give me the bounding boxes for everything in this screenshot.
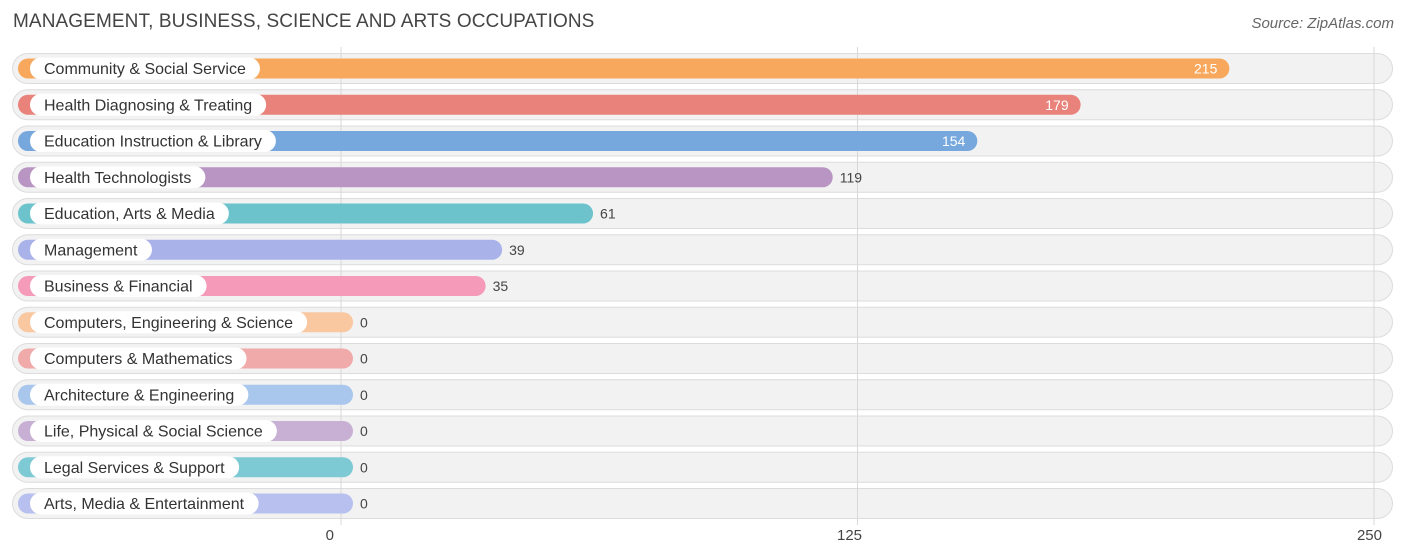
- category-label-pill: [30, 420, 277, 442]
- row-background: [12, 306, 1393, 338]
- value-label: 0: [360, 314, 368, 330]
- x-axis-ticks: 0 125 250: [326, 527, 1382, 544]
- category-label: Education Instruction & Library: [44, 134, 262, 151]
- value-label: 154: [942, 133, 966, 149]
- bars: Community & Social Service 215 Health Diag…: [18, 57, 1230, 515]
- category-label-pill: [30, 347, 247, 370]
- category-label-pill: [30, 456, 240, 479]
- value-label: 0: [360, 351, 368, 367]
- value-label: 39: [509, 242, 525, 258]
- category-label-pill: [30, 383, 249, 406]
- category-label: Health Diagnosing & Treating: [44, 97, 252, 114]
- x-tick-label: 250: [1357, 527, 1382, 544]
- row-background: [12, 379, 1393, 411]
- bar: [18, 94, 1081, 115]
- category-label-pill: [30, 202, 229, 225]
- value-label: 0: [360, 423, 368, 439]
- chart-title: MANAGEMENT, BUSINESS, SCIENCE AND ARTS O…: [13, 11, 595, 32]
- category-label-pill: [30, 275, 207, 297]
- category-label: Health Technologists: [44, 170, 191, 187]
- row-background: [12, 343, 1393, 374]
- category-label: Computers, Engineering & Science: [44, 315, 293, 332]
- category-label: Legal Services & Support: [44, 460, 225, 477]
- category-label-pill: [30, 130, 276, 152]
- category-label-pill: [30, 238, 152, 261]
- category-label: Architecture & Engineering: [44, 387, 234, 404]
- bar: [18, 167, 833, 188]
- source-credit: Source: ZipAtlas.com: [1251, 15, 1394, 32]
- value-label: 61: [600, 206, 616, 222]
- category-label: Education, Arts & Media: [44, 206, 215, 223]
- category-label: Life, Physical & Social Science: [44, 424, 263, 441]
- row-background: [12, 451, 1393, 483]
- category-label: Computers & Mathematics: [44, 351, 233, 368]
- x-tick-label: 125: [837, 527, 862, 544]
- category-label-pill: [30, 166, 206, 189]
- value-label: 35: [493, 278, 509, 294]
- value-label: 119: [840, 169, 863, 185]
- value-label: 0: [360, 496, 368, 512]
- value-label: 215: [1194, 61, 1218, 77]
- category-label: Community & Social Service: [44, 61, 246, 78]
- category-label-pill: [30, 492, 259, 515]
- value-label: 179: [1045, 97, 1069, 113]
- category-label: Business & Financial: [44, 279, 193, 296]
- category-label: Management: [44, 242, 138, 259]
- row-background: [12, 488, 1393, 519]
- value-label: 0: [360, 387, 368, 403]
- row-background: [12, 415, 1393, 447]
- category-label-pill: [30, 311, 308, 334]
- category-label-pill: [30, 93, 267, 116]
- bar: [18, 58, 1230, 79]
- value-label: 0: [360, 459, 368, 475]
- x-tick-label: 0: [326, 527, 334, 544]
- category-label-pill: [30, 57, 260, 80]
- category-label: Arts, Media & Entertainment: [44, 496, 245, 513]
